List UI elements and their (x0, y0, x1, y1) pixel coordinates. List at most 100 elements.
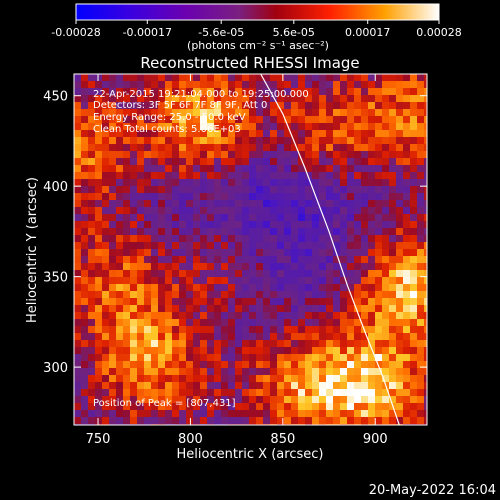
image-pixel (347, 186, 354, 193)
image-pixel (228, 179, 235, 186)
image-pixel (221, 312, 228, 319)
image-pixel (109, 95, 116, 102)
image-pixel (256, 193, 263, 200)
image-pixel (319, 165, 326, 172)
image-pixel (249, 200, 256, 207)
image-pixel (228, 186, 235, 193)
image-pixel (151, 88, 158, 95)
image-pixel (340, 137, 347, 144)
image-pixel (123, 361, 130, 368)
image-pixel (81, 242, 88, 249)
image-pixel (340, 158, 347, 165)
image-pixel (207, 291, 214, 298)
image-pixel (116, 102, 123, 109)
image-pixel (207, 74, 214, 81)
image-pixel (165, 221, 172, 228)
image-pixel (417, 319, 424, 326)
image-pixel (123, 88, 130, 95)
image-pixel (200, 277, 207, 284)
image-pixel (130, 165, 137, 172)
image-pixel (193, 312, 200, 319)
image-pixel (193, 333, 200, 340)
image-pixel (109, 298, 116, 305)
image-pixel (179, 172, 186, 179)
image-pixel (417, 109, 424, 116)
image-pixel (354, 102, 361, 109)
image-pixel (382, 361, 389, 368)
image-pixel (193, 375, 200, 382)
image-pixel (228, 123, 235, 130)
image-pixel (263, 130, 270, 137)
image-pixel (319, 277, 326, 284)
image-pixel (326, 291, 333, 298)
image-pixel (193, 193, 200, 200)
image-pixel (242, 382, 249, 389)
image-pixel (249, 382, 256, 389)
image-pixel (424, 326, 427, 333)
image-pixel (263, 333, 270, 340)
image-pixel (207, 312, 214, 319)
image-pixel (123, 242, 130, 249)
image-pixel (256, 158, 263, 165)
image-pixel (298, 207, 305, 214)
image-pixel (312, 382, 319, 389)
image-pixel (410, 361, 417, 368)
image-pixel (347, 172, 354, 179)
image-pixel (263, 179, 270, 186)
image-pixel (221, 389, 228, 396)
image-pixel (123, 116, 130, 123)
solar-limb-line (260, 74, 400, 425)
image-pixel (88, 389, 95, 396)
image-pixel (116, 109, 123, 116)
image-pixel (116, 207, 123, 214)
image-pixel (291, 137, 298, 144)
image-pixel (130, 256, 137, 263)
image-pixel (361, 382, 368, 389)
image-pixel (256, 347, 263, 354)
image-pixel (221, 214, 228, 221)
image-pixel (249, 389, 256, 396)
image-pixel (424, 207, 427, 214)
image-pixel (151, 228, 158, 235)
image-pixel (179, 340, 186, 347)
image-pixel (396, 130, 403, 137)
image-pixel (263, 375, 270, 382)
image-pixel (333, 95, 340, 102)
image-pixel (207, 144, 214, 151)
colorbar-tick-label: 0.00028 (416, 26, 462, 39)
image-pixel (354, 200, 361, 207)
image-pixel (410, 151, 417, 158)
image-pixel (361, 291, 368, 298)
image-pixel (207, 235, 214, 242)
image-pixel (361, 312, 368, 319)
image-pixel (270, 291, 277, 298)
image-pixel (375, 102, 382, 109)
image-pixel (193, 242, 200, 249)
image-pixel (74, 291, 81, 298)
image-pixel (382, 116, 389, 123)
image-pixel (354, 417, 361, 424)
image-pixel (249, 277, 256, 284)
image-pixel (88, 403, 95, 410)
image-pixel (123, 137, 130, 144)
image-pixel (319, 172, 326, 179)
image-pixel (417, 193, 424, 200)
image-pixel (214, 95, 221, 102)
image-pixel (228, 74, 235, 81)
image-pixel (284, 88, 291, 95)
image-pixel (347, 207, 354, 214)
image-pixel (277, 410, 284, 417)
image-pixel (361, 284, 368, 291)
image-pixel (186, 179, 193, 186)
image-pixel (354, 256, 361, 263)
image-pixel (263, 102, 270, 109)
image-pixel (417, 74, 424, 81)
image-pixel (144, 284, 151, 291)
image-pixel (424, 137, 427, 144)
image-pixel (417, 158, 424, 165)
image-pixel (312, 172, 319, 179)
image-pixel (151, 249, 158, 256)
image-pixel (361, 109, 368, 116)
image-pixel (179, 207, 186, 214)
image-pixel (277, 277, 284, 284)
